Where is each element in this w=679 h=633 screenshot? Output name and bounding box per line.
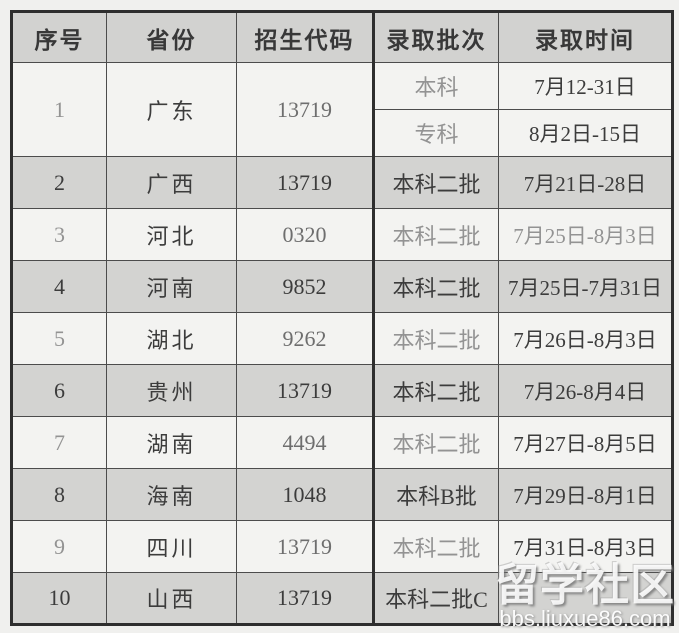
table-row: 9 四川 13719 本科二批 7月31日-8月3日: [11, 520, 673, 573]
cell-serial: 1: [11, 62, 107, 157]
col-header-time: 录取时间: [498, 11, 673, 63]
table-row: 4 河南 9852 本科二批 7月25日-7月31日: [11, 260, 673, 313]
cell-code: 13719: [236, 62, 374, 157]
cell-code: 4494: [236, 416, 374, 469]
cell-province: 四川: [106, 520, 237, 573]
cell-time: [498, 572, 673, 625]
cell-province: 海南: [106, 468, 237, 521]
cell-batch: 本科: [372, 62, 499, 110]
cell-batch: 本科二批: [372, 260, 499, 313]
table-row: 2 广西 13719 本科二批 7月21日-28日: [11, 156, 673, 209]
cell-time: 7月25日-7月31日: [498, 260, 673, 313]
cell-time: 7月29日-8月1日: [498, 468, 673, 521]
cell-time: 7月25日-8月3日: [498, 208, 673, 261]
cell-serial: 5: [11, 312, 107, 365]
table-row: 1 广东 13719 本科 7月12-31日: [11, 62, 673, 157]
cell-province: 山西: [106, 572, 237, 625]
cell-serial: 9: [11, 520, 107, 573]
cell-batch: 本科二批: [372, 416, 499, 469]
table-row: 专科 8月2日-15日: [12, 109, 673, 157]
cell-batch: 本科二批: [372, 520, 499, 573]
cell-serial: 10: [11, 572, 107, 625]
cell-code: 9852: [236, 260, 374, 313]
admission-schedule-table: 序号 省份 招生代码 录取批次 录取时间 1 广东 13719 本科 7月12-…: [10, 10, 674, 626]
col-header-province: 省份: [106, 11, 237, 63]
cell-batch: 本科B批: [372, 468, 499, 521]
cell-province: 河北: [106, 208, 237, 261]
cell-province: 广东: [106, 62, 237, 157]
cell-serial: 7: [11, 416, 107, 469]
cell-time: 7月26日-8月3日: [498, 312, 673, 365]
table-row: 7 湖南 4494 本科二批 7月27日-8月5日: [11, 416, 673, 469]
cell-code: 13719: [236, 156, 374, 209]
table-row: 6 贵州 13719 本科二批 7月26-8月4日: [11, 364, 673, 417]
cell-province: 广西: [106, 156, 237, 209]
cell-time: 7月12-31日: [498, 62, 673, 110]
col-header-batch: 录取批次: [372, 11, 499, 63]
cell-time: 7月27日-8月5日: [498, 416, 673, 469]
cell-batch: 本科二批: [372, 364, 499, 417]
cell-serial: 6: [11, 364, 107, 417]
cell-serial: 3: [11, 208, 107, 261]
cell-batch: 专科: [372, 109, 499, 157]
table-row: 5 湖北 9262 本科二批 7月26日-8月3日: [11, 312, 673, 365]
col-header-no: 序号: [11, 11, 107, 63]
cell-serial: 4: [11, 260, 107, 313]
table-row: 8 海南 1048 本科B批 7月29日-8月1日: [11, 468, 673, 521]
cell-time: 8月2日-15日: [498, 109, 673, 157]
cell-time: 7月26-8月4日: [498, 364, 673, 417]
cell-code: 13719: [236, 364, 374, 417]
table-row: 10 山西 13719 本科二批C: [11, 572, 673, 625]
table-row: 3 河北 0320 本科二批 7月25日-8月3日: [11, 208, 673, 261]
col-header-code: 招生代码: [236, 11, 374, 63]
cell-province: 贵州: [106, 364, 237, 417]
cell-batch: 本科二批: [372, 156, 499, 209]
cell-province: 河南: [106, 260, 237, 313]
cell-serial: 8: [11, 468, 107, 521]
cell-province: 湖南: [106, 416, 237, 469]
cell-code: 13719: [236, 520, 374, 573]
cell-code: 13719: [236, 572, 374, 625]
cell-batch: 本科二批C: [372, 572, 499, 625]
cell-batch: 本科二批: [372, 312, 499, 365]
cell-serial: 2: [11, 156, 107, 209]
cell-province: 湖北: [106, 312, 237, 365]
cell-time: 7月21日-28日: [498, 156, 673, 209]
header-row: 序号 省份 招生代码 录取批次 录取时间: [11, 11, 673, 63]
cell-time: 7月31日-8月3日: [498, 520, 673, 573]
cell-code: 1048: [236, 468, 374, 521]
cell-batch: 本科二批: [372, 208, 499, 261]
cell-code: 9262: [236, 312, 374, 365]
cell-code: 0320: [236, 208, 374, 261]
